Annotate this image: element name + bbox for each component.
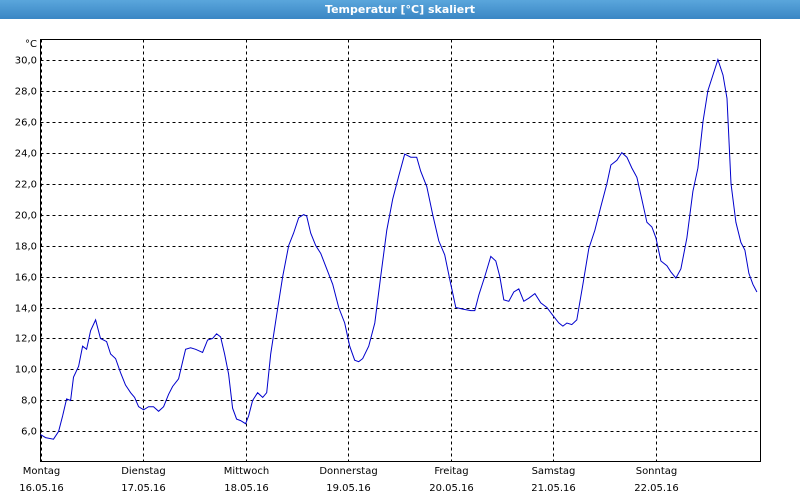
y-tick-label: 8,0 bbox=[21, 396, 37, 407]
x-tick-label: Montag bbox=[23, 466, 60, 477]
y-tick-label: 16,0 bbox=[15, 273, 37, 284]
x-tick-date: 17.05.16 bbox=[121, 483, 166, 494]
x-tick-label: Donnerstag bbox=[319, 466, 377, 477]
x-tick-label: Mittwoch bbox=[224, 466, 269, 477]
y-tick-label: 20,0 bbox=[15, 211, 37, 222]
y-tick-label: 10,0 bbox=[15, 365, 37, 376]
y-tick-label: 18,0 bbox=[15, 242, 37, 253]
window-title: Temperatur [°C] skaliert bbox=[0, 0, 800, 19]
x-tick-date: 19.05.16 bbox=[326, 483, 371, 494]
plot-frame bbox=[40, 39, 761, 462]
y-tick-label: 14,0 bbox=[15, 304, 37, 315]
x-tick-label: Freitag bbox=[434, 466, 468, 477]
y-tick-label: 12,0 bbox=[15, 334, 37, 345]
y-axis-label: °C bbox=[25, 39, 37, 50]
y-tick-label: 22,0 bbox=[15, 180, 37, 191]
x-tick-date: 16.05.16 bbox=[19, 483, 64, 494]
x-tick-label: Sonntag bbox=[636, 466, 678, 477]
temperature-line bbox=[40, 57, 758, 440]
x-tick-date: 21.05.16 bbox=[531, 483, 576, 494]
y-tick-label: 24,0 bbox=[15, 149, 37, 160]
y-tick-label: 30,0 bbox=[15, 56, 37, 67]
x-tick-date: 20.05.16 bbox=[429, 483, 474, 494]
x-tick-date: 22.05.16 bbox=[634, 483, 679, 494]
chart: °C 6,0 8,0 10,0 12,0 14,0 16,0 18,0 20,0 22,0 24,… bbox=[15, 39, 761, 494]
x-tick-label: Samstag bbox=[532, 466, 576, 477]
x-tick-label: Dienstag bbox=[121, 466, 166, 477]
x-tick-date: 18.05.16 bbox=[224, 483, 269, 494]
y-tick-label: 26,0 bbox=[15, 118, 37, 129]
y-tick-label: 28,0 bbox=[15, 87, 37, 98]
y-tick-label: 6,0 bbox=[21, 427, 37, 438]
